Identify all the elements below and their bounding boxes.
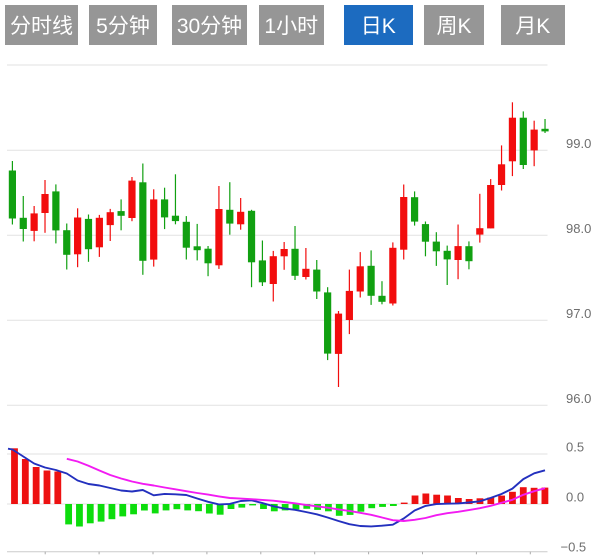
svg-text:96.0: 96.0: [566, 391, 591, 406]
svg-text:0.0: 0.0: [566, 490, 584, 505]
svg-text:98.0: 98.0: [566, 221, 591, 236]
svg-text:−0.5: −0.5: [561, 540, 587, 555]
svg-text:0.5: 0.5: [566, 440, 584, 455]
svg-text:99.0: 99.0: [566, 136, 591, 151]
svg-text:97.0: 97.0: [566, 306, 591, 321]
